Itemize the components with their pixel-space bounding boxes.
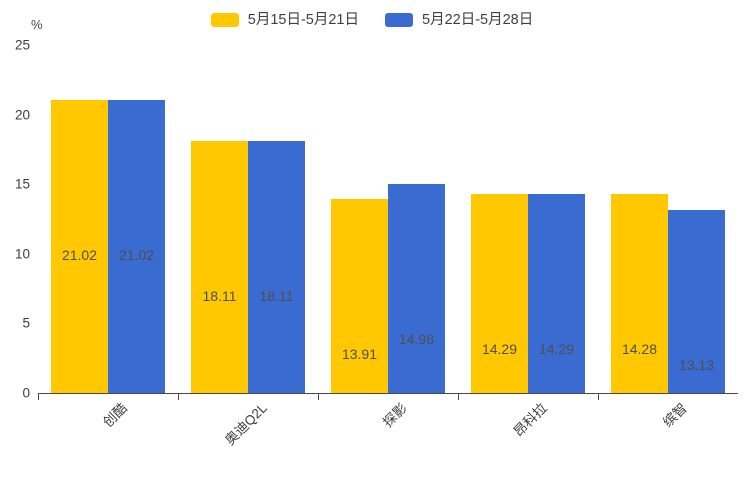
y-axis-tick-label: 10 <box>14 246 30 262</box>
x-axis-tick-origin <box>38 393 39 400</box>
y-axis-tick-label: 5 <box>22 315 30 331</box>
legend-swatch-icon <box>385 13 413 27</box>
bar[interactable]: 18.11 <box>248 140 305 393</box>
bar[interactable]: 13.91 <box>331 199 388 393</box>
x-axis-category-label: 创酷 <box>100 400 130 430</box>
x-axis-category-label: 奥迪Q2L <box>222 400 270 449</box>
bar[interactable]: 21.02 <box>108 100 165 393</box>
x-axis-tick <box>598 393 599 400</box>
x-axis-category-label: 缤智 <box>660 400 690 430</box>
bar-value-label: 13.91 <box>341 346 378 363</box>
legend-swatch-icon <box>210 13 239 27</box>
bar[interactable]: 14.29 <box>471 194 528 393</box>
x-axis-tick <box>458 393 459 400</box>
y-axis-tick-label: 20 <box>14 106 30 122</box>
x-axis-tick <box>318 393 319 400</box>
bar-value-label: 14.29 <box>538 341 575 358</box>
chart-legend: 5月15日-5月21日 5月22日-5月28日 <box>0 8 744 32</box>
y-axis-tick-label: 15 <box>14 176 30 192</box>
x-axis-line <box>38 393 738 394</box>
legend-entry[interactable]: 5月22日-5月28日 <box>385 13 533 28</box>
x-axis-tick <box>178 393 179 400</box>
bar-group: 18.11 18.11 <box>191 45 305 393</box>
bar[interactable]: 18.11 <box>191 140 248 393</box>
bar-group: 14.29 14.29 <box>471 45 585 393</box>
bar-group: 13.91 14.98 <box>331 45 445 393</box>
bar-value-label: 14.28 <box>621 341 658 358</box>
bar-value-label: 14.29 <box>481 341 518 358</box>
bar-value-label: 13.13 <box>678 357 715 374</box>
bar-value-label: 14.98 <box>398 331 435 348</box>
bar-value-label: 21.02 <box>61 247 98 264</box>
legend-label: 5月15日-5月21日 <box>247 11 359 28</box>
y-axis-tick-label: 25 <box>14 37 30 53</box>
bar[interactable]: 14.98 <box>388 184 445 393</box>
x-axis-category-label: 昂科拉 <box>510 400 550 440</box>
bar-group: 21.02 21.02 <box>51 45 165 393</box>
bar[interactable]: 21.02 <box>51 100 108 393</box>
y-axis-tick-label: 0 <box>22 385 30 401</box>
bar-value-label: 18.11 <box>259 287 294 304</box>
legend-label: 5月22日-5月28日 <box>422 11 534 28</box>
bar-value-label: 21.02 <box>118 247 155 264</box>
bar[interactable]: 13.13 <box>668 210 725 393</box>
x-axis-category-label: 探影 <box>380 400 410 430</box>
y-axis-unit-label: % <box>31 17 43 32</box>
legend-entry[interactable]: 5月15日-5月21日 <box>210 11 359 28</box>
bar-value-label: 18.11 <box>202 287 237 304</box>
plot-area: 0 5 10 15 20 25 21.02 21.02 18.11 18.11 13.91 14.9… <box>15 38 738 448</box>
bar[interactable]: 14.28 <box>611 194 668 393</box>
bar-group: 14.28 13.13 <box>611 45 725 393</box>
bar[interactable]: 14.29 <box>528 194 585 393</box>
